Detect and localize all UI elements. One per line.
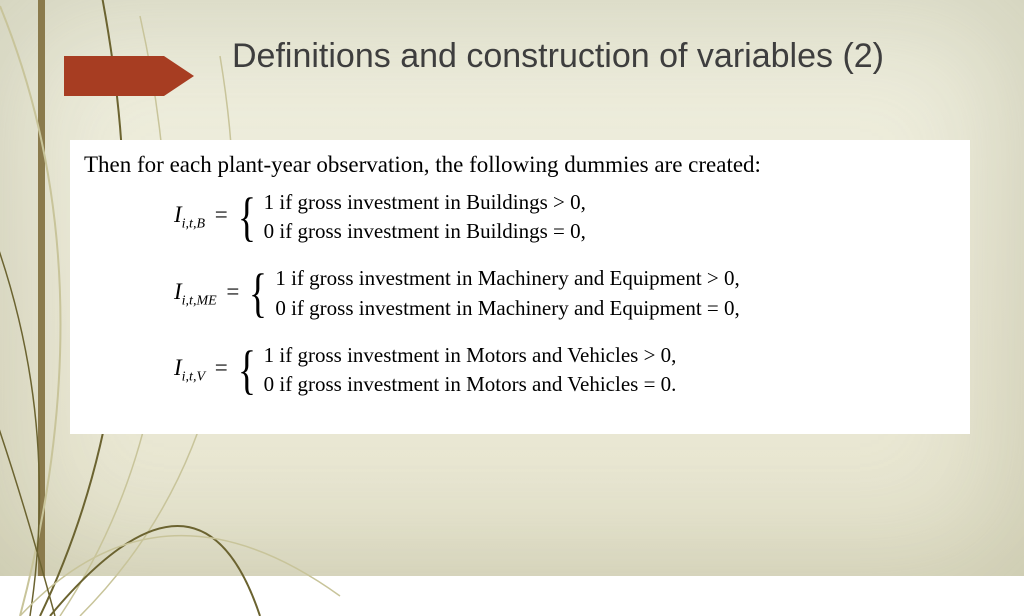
definition-row-B: Ii,t,B = { 1 if gross investment in Buil… bbox=[174, 188, 954, 247]
case0-ME: 0 if gross investment in Machinery and E… bbox=[275, 294, 739, 323]
symbol-sub: i,t,V bbox=[182, 370, 205, 385]
case1-B: 1 if gross investment in Buildings > 0, bbox=[264, 188, 586, 217]
brace-icon: { bbox=[249, 272, 267, 315]
slide-title: Definitions and construction of variable… bbox=[232, 35, 984, 78]
brace-icon: { bbox=[238, 196, 256, 239]
symbol-sub: i,t,ME bbox=[182, 293, 217, 308]
symbol-B: Ii,t,B = bbox=[174, 200, 234, 234]
definition-row-ME: Ii,t,ME = { 1 if gross investment in Mac… bbox=[174, 264, 954, 323]
brace-icon: { bbox=[238, 349, 256, 392]
content-box: Then for each plant-year observation, th… bbox=[70, 140, 970, 434]
intro-text: Then for each plant-year observation, th… bbox=[84, 150, 954, 180]
cases-ME: 1 if gross investment in Machinery and E… bbox=[275, 264, 739, 323]
title-accent-arrow bbox=[64, 56, 194, 96]
cases-V: 1 if gross investment in Motors and Vehi… bbox=[264, 341, 677, 400]
left-vertical-stripe bbox=[38, 0, 45, 576]
case0-B: 0 if gross investment in Buildings = 0, bbox=[264, 217, 586, 246]
case1-ME: 1 if gross investment in Machinery and E… bbox=[275, 264, 739, 293]
definition-row-V: Ii,t,V = { 1 if gross investment in Moto… bbox=[174, 341, 954, 400]
symbol-base: I bbox=[174, 355, 182, 380]
symbol-sub: i,t,B bbox=[182, 217, 205, 232]
case0-V: 0 if gross investment in Motors and Vehi… bbox=[264, 370, 677, 399]
symbol-base: I bbox=[174, 279, 182, 304]
symbol-ME: Ii,t,ME = bbox=[174, 277, 245, 311]
symbol-base: I bbox=[174, 202, 182, 227]
symbol-V: Ii,t,V = bbox=[174, 353, 234, 387]
slide: Definitions and construction of variable… bbox=[0, 0, 1024, 576]
cases-B: 1 if gross investment in Buildings > 0, … bbox=[264, 188, 586, 247]
case1-V: 1 if gross investment in Motors and Vehi… bbox=[264, 341, 677, 370]
